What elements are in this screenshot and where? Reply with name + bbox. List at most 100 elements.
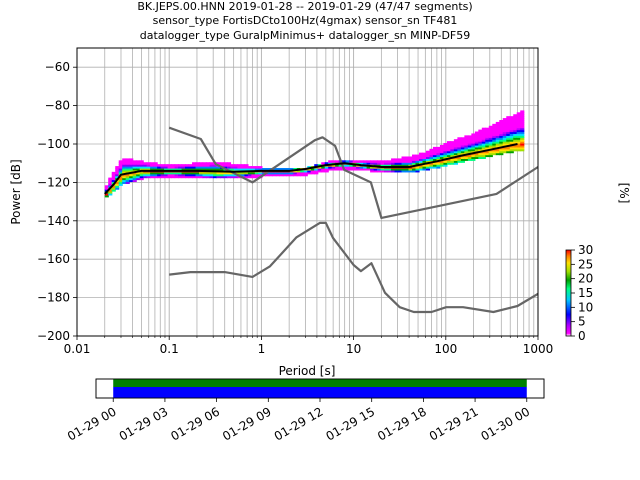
density-cell [122, 168, 127, 171]
density-cell [122, 181, 127, 184]
density-cell [425, 154, 431, 158]
density-cell [111, 177, 116, 181]
density-cell [513, 116, 518, 119]
density-cell [422, 154, 427, 158]
density-cell [185, 168, 190, 171]
density-cell [450, 144, 455, 148]
density-cell [115, 175, 120, 179]
density-cell [502, 141, 507, 144]
density-cell [254, 166, 259, 169]
density-cell [104, 187, 109, 190]
density-cell [471, 150, 476, 154]
density-cell [460, 156, 465, 159]
density-cell [478, 156, 483, 159]
density-cell [331, 168, 336, 171]
density-cell [502, 150, 507, 154]
density-cell [429, 164, 434, 167]
density-cell [499, 150, 504, 154]
density-cell [439, 152, 445, 156]
density-cell [125, 166, 130, 169]
density-cell [405, 156, 410, 159]
density-cell [384, 168, 389, 171]
high-noise-model-curve [168, 126, 538, 219]
density-cell [303, 169, 308, 173]
density-cell [436, 150, 441, 154]
density-cell [240, 164, 246, 167]
density-cell [439, 162, 445, 165]
density-cell [415, 169, 420, 173]
density-cell [492, 123, 497, 127]
density-cell [143, 166, 148, 169]
density-cell [129, 162, 134, 165]
density-cell [216, 173, 221, 177]
density-cell [436, 146, 441, 150]
density-cell [132, 179, 137, 183]
density-cell [485, 144, 490, 148]
density-cell [370, 169, 375, 173]
density-cell [206, 173, 211, 177]
density-cell [143, 173, 148, 177]
density-cell [122, 164, 127, 167]
density-cell [443, 146, 448, 150]
density-cell [160, 173, 165, 177]
density-cell [429, 148, 434, 152]
density-cell [474, 141, 479, 144]
timeline-bar-green [113, 379, 527, 387]
density-cell [408, 168, 413, 171]
density-cell [422, 168, 427, 171]
density-cell [506, 120, 511, 123]
density-cell [429, 150, 434, 154]
density-cell [380, 160, 385, 163]
density-cell [349, 160, 354, 163]
density-cell [125, 173, 130, 177]
density-cell [495, 144, 500, 148]
density-cell [331, 166, 336, 169]
density-cell [495, 143, 500, 146]
density-cell [457, 148, 462, 152]
density-cell [464, 137, 469, 140]
density-cell [181, 166, 186, 169]
density-cell [139, 160, 144, 163]
density-cell [509, 118, 514, 121]
density-cell [513, 118, 518, 121]
density-cell [495, 152, 500, 156]
density-cell [111, 187, 116, 190]
density-cell [464, 156, 469, 159]
density-cell [167, 164, 172, 167]
density-cell [405, 164, 410, 167]
density-cell [457, 150, 462, 154]
density-cell [178, 171, 183, 175]
density-cell [219, 173, 225, 177]
density-cell [111, 179, 116, 183]
density-cell [474, 139, 479, 142]
density-cell [226, 171, 232, 175]
density-cell [478, 135, 483, 138]
colorbar-tick-label: 10 [578, 300, 593, 314]
density-cell [502, 125, 507, 129]
density-cell [398, 169, 403, 173]
density-cell [411, 154, 417, 158]
density-cell [139, 177, 144, 181]
density-cell [520, 121, 525, 125]
density-cell [157, 171, 162, 175]
density-cell [150, 175, 155, 179]
density-cell [457, 146, 462, 150]
density-cell [328, 162, 333, 165]
density-cell [481, 139, 486, 142]
density-cell [478, 137, 483, 140]
density-cell [509, 148, 514, 152]
density-cell [495, 133, 500, 136]
density-cell [240, 168, 246, 171]
density-cell [411, 158, 417, 161]
density-cell [520, 112, 525, 115]
density-cell [398, 164, 403, 167]
density-cell [443, 164, 448, 167]
density-cell [418, 156, 424, 159]
density-cell [181, 164, 186, 167]
y-tick-label: −80 [45, 99, 70, 113]
density-cell [146, 168, 151, 171]
density-cell [474, 154, 479, 158]
density-cell [509, 139, 514, 142]
density-cell [499, 141, 504, 144]
density-cell [143, 168, 148, 171]
